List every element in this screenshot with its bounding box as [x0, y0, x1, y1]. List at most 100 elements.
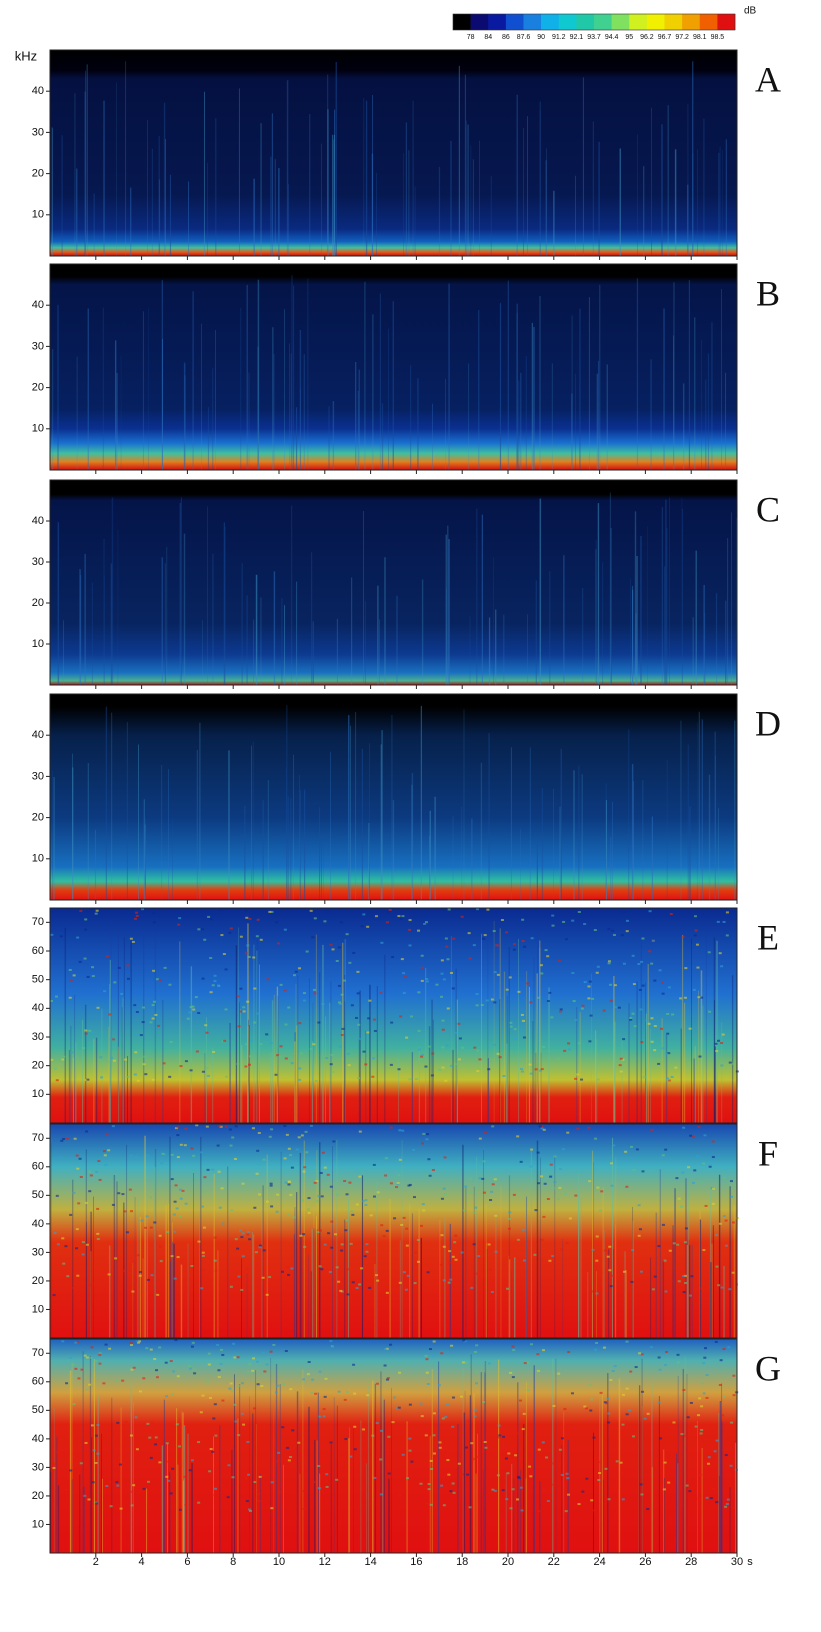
speckle — [505, 988, 509, 991]
speckle — [491, 1183, 495, 1186]
speckle — [141, 1006, 145, 1009]
speckle — [161, 1152, 165, 1155]
speckle — [517, 1477, 521, 1480]
speckle — [676, 1243, 680, 1246]
speckle — [373, 1029, 377, 1032]
speckle — [625, 930, 629, 933]
speckle — [545, 1456, 549, 1459]
speckle — [217, 1376, 221, 1379]
speckle — [53, 1232, 57, 1235]
speckle — [421, 1203, 425, 1206]
speckle — [661, 1047, 665, 1050]
speckle — [542, 1045, 546, 1048]
speckle — [54, 995, 58, 998]
speckle — [526, 1389, 530, 1392]
speckle — [460, 1473, 464, 1476]
speckle — [168, 1075, 172, 1078]
speckle — [487, 1068, 491, 1071]
speckle — [317, 1021, 321, 1024]
speckle — [179, 1188, 183, 1191]
speckle — [441, 1066, 445, 1069]
speckle — [651, 1288, 655, 1291]
speckle — [192, 1368, 196, 1371]
speckle — [664, 1290, 668, 1293]
speckle — [285, 1282, 289, 1285]
speckle — [234, 1238, 238, 1241]
speckle — [576, 1073, 580, 1076]
speckle — [246, 1000, 250, 1003]
speckle — [96, 1006, 100, 1009]
speckle — [102, 1150, 106, 1153]
speckle — [213, 1403, 217, 1406]
speckle — [146, 1480, 150, 1483]
speckle — [588, 1040, 592, 1043]
speckle — [78, 1157, 82, 1160]
speckle — [150, 1274, 154, 1277]
speckle — [703, 1356, 707, 1359]
speckle — [420, 1055, 424, 1058]
speckle — [120, 992, 124, 995]
speckle — [116, 1484, 120, 1487]
speckle — [90, 1424, 94, 1427]
speckle — [236, 1356, 240, 1359]
speckle — [282, 1286, 286, 1289]
speckle — [116, 1421, 120, 1424]
speckle — [544, 949, 548, 952]
panel-frame — [49, 693, 738, 901]
speckle — [717, 1039, 721, 1042]
speckle — [711, 1140, 715, 1143]
speckle — [493, 1489, 497, 1492]
panel-frame — [49, 1338, 738, 1554]
speckle — [715, 1439, 719, 1442]
speckle — [458, 1037, 462, 1040]
speckle — [206, 1074, 210, 1077]
speckle — [443, 1156, 447, 1159]
speckle — [121, 1193, 125, 1196]
speckle — [688, 1027, 692, 1030]
speckle — [88, 1383, 92, 1386]
speckle — [340, 1243, 344, 1246]
speckle — [508, 976, 512, 979]
speckle — [82, 1047, 86, 1050]
speckle — [270, 910, 274, 913]
speckle — [631, 954, 635, 957]
speckle — [201, 1394, 205, 1397]
speckle — [537, 1448, 541, 1451]
speckle — [302, 1233, 306, 1236]
speckle — [633, 1025, 637, 1028]
speckle — [174, 1339, 178, 1342]
y-tick-label: 10 — [32, 853, 44, 865]
speckle — [94, 912, 98, 915]
speckle — [129, 1154, 133, 1157]
speckle — [541, 1349, 545, 1352]
speckle — [509, 1371, 513, 1374]
speckle — [401, 1129, 405, 1132]
speckle — [567, 1042, 571, 1045]
speckle — [457, 1058, 461, 1061]
speckle — [692, 988, 696, 991]
speckle — [494, 1250, 498, 1253]
speckle — [191, 1341, 195, 1344]
speckle — [236, 1062, 240, 1065]
speckle — [136, 1341, 140, 1344]
speckle — [135, 911, 139, 914]
speckle — [657, 1356, 661, 1359]
speckle — [497, 1436, 501, 1439]
speckle — [498, 1434, 502, 1437]
speckle — [408, 1078, 412, 1081]
speckle — [133, 1073, 137, 1076]
speckle — [629, 1370, 633, 1373]
speckle — [320, 1195, 324, 1198]
speckle — [280, 1270, 284, 1273]
speckle — [307, 1361, 311, 1364]
speckle — [330, 1220, 334, 1223]
y-tick-label: 70 — [32, 1347, 44, 1359]
speckle — [521, 1019, 525, 1022]
speckle — [375, 1382, 379, 1385]
speckle — [201, 1251, 205, 1254]
speckle — [300, 1490, 304, 1493]
speckle — [300, 1134, 304, 1137]
speckle — [451, 1482, 455, 1485]
y-tick-label: 10 — [32, 1518, 44, 1530]
speckle — [684, 1281, 688, 1284]
